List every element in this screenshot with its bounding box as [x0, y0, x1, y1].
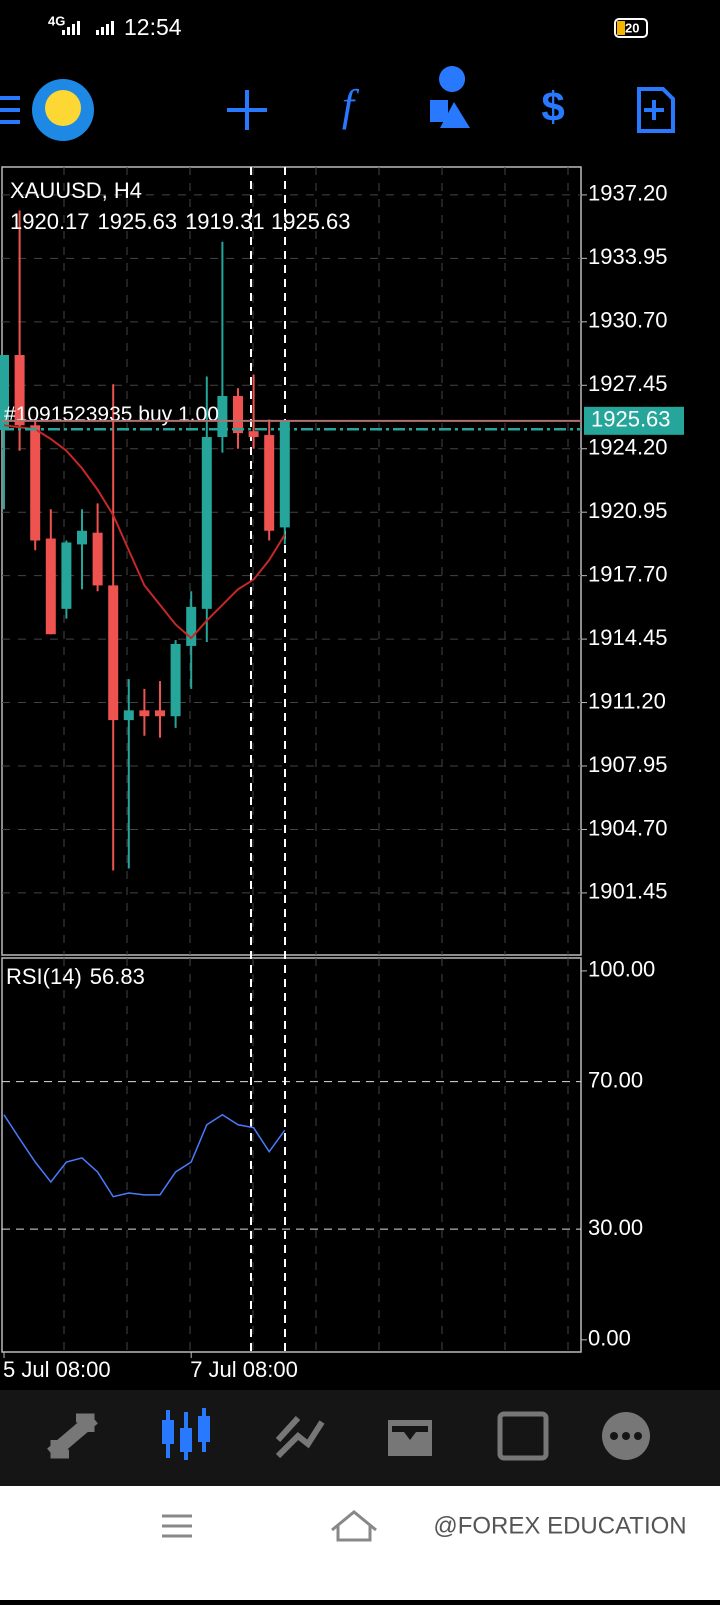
indicators-icon[interactable]: f — [342, 81, 360, 130]
rsi-line — [3, 1113, 286, 1198]
y-tick-label: 1920.95 — [588, 498, 668, 523]
candle-body — [123, 710, 134, 721]
y-tick-label: 1904.70 — [588, 815, 668, 840]
price-pane — [1, 166, 582, 956]
y-tick-label: 1901.45 — [588, 879, 668, 904]
candle-body — [77, 530, 87, 545]
toolbar: f $ — [0, 66, 675, 141]
y-tick-label: 1927.45 — [588, 371, 668, 396]
rsi-value: 56.83 — [90, 964, 145, 989]
chart-tab[interactable] — [162, 1408, 210, 1460]
trade-tab[interactable] — [275, 1415, 325, 1459]
candle-body — [170, 643, 181, 717]
candle-body — [108, 585, 119, 721]
rsi-header: RSI(14) 56.83 — [6, 964, 145, 989]
candle-body — [139, 710, 150, 717]
bid-label-bg — [584, 406, 684, 435]
candle-body — [186, 606, 197, 646]
history-tab[interactable] — [388, 1420, 432, 1456]
quotes-tab[interactable] — [47, 1413, 98, 1459]
y-tick-label: 1924.20 — [588, 435, 668, 460]
nav-buttons — [162, 1510, 377, 1542]
bid-label: 1925.63 — [591, 407, 671, 432]
candle-body — [201, 437, 212, 609]
y-tick-label: 1930.70 — [588, 308, 668, 333]
crosshair-icon[interactable] — [227, 90, 267, 130]
candle-body — [279, 420, 290, 528]
new-order-icon[interactable] — [637, 87, 675, 133]
menu-icon[interactable] — [0, 96, 20, 100]
rsi-name: RSI(14) — [6, 964, 82, 989]
battery — [614, 18, 648, 38]
y-tick-label: 1933.95 — [588, 244, 668, 269]
chart: 1937.20 1933.95 1930.70 1927.45 1924.20 1920.… — [0, 166, 684, 1382]
candle-body — [233, 396, 243, 434]
nav-home[interactable] — [331, 1510, 377, 1542]
ohlc: 1920.17 1925.63 1919.31 1925.63 — [10, 209, 351, 234]
battery-text: 20 — [625, 20, 639, 35]
candle-body — [14, 355, 25, 426]
network: 4G — [48, 13, 65, 28]
y-tick-label: 1914.45 — [588, 625, 668, 650]
tab-bar — [0, 1390, 720, 1486]
candle-body — [30, 425, 41, 541]
news-tab[interactable] — [497, 1411, 549, 1461]
rsi-tick-label: 30.00 — [588, 1215, 643, 1240]
rsi-tick-label: 100.00 — [588, 957, 655, 982]
y-tick-label: 1937.20 — [588, 181, 668, 206]
candle-body — [155, 710, 165, 717]
symbol: XAUUSD, H4 — [10, 178, 142, 203]
candle-body — [92, 532, 103, 586]
signal-icons — [62, 21, 114, 35]
x-tick-label: 5 Jul 08:00 — [3, 1357, 111, 1382]
moving-average — [3, 424, 286, 640]
ohlc-close: 1925.63 — [271, 209, 351, 234]
rsi-pane — [1, 957, 582, 1353]
candle-body — [61, 542, 72, 609]
order-label: #1091523935 buy 1.00 — [4, 403, 219, 426]
rsi-tick-label: 0.00 — [588, 1326, 631, 1351]
x-tick-label: 7 Jul 08:00 — [190, 1357, 298, 1382]
objects-icon[interactable] — [430, 66, 470, 128]
candle-body — [217, 396, 228, 438]
trade-icon[interactable]: $ — [541, 83, 564, 130]
ohlc-high: 1925.63 — [98, 209, 178, 234]
nav-bar — [0, 1486, 720, 1600]
y-tick-label: 1917.70 — [588, 561, 668, 586]
candle-body — [264, 435, 275, 531]
candle-body — [0, 355, 9, 430]
candle-body — [248, 431, 259, 438]
y-tick-label: 1907.95 — [588, 752, 668, 777]
clock: 12:54 — [124, 14, 182, 40]
watermark: @FOREX EDUCATION — [433, 1512, 686, 1539]
rsi-tick-label: 70.00 — [588, 1067, 643, 1092]
ohlc-open: 1920.17 — [10, 209, 90, 234]
y-tick-label: 1911.20 — [588, 688, 666, 713]
candle-body — [45, 538, 56, 635]
nav-menu[interactable] — [162, 1514, 192, 1538]
ohlc-low: 1919.31 — [185, 209, 264, 234]
battery-level — [617, 21, 625, 35]
